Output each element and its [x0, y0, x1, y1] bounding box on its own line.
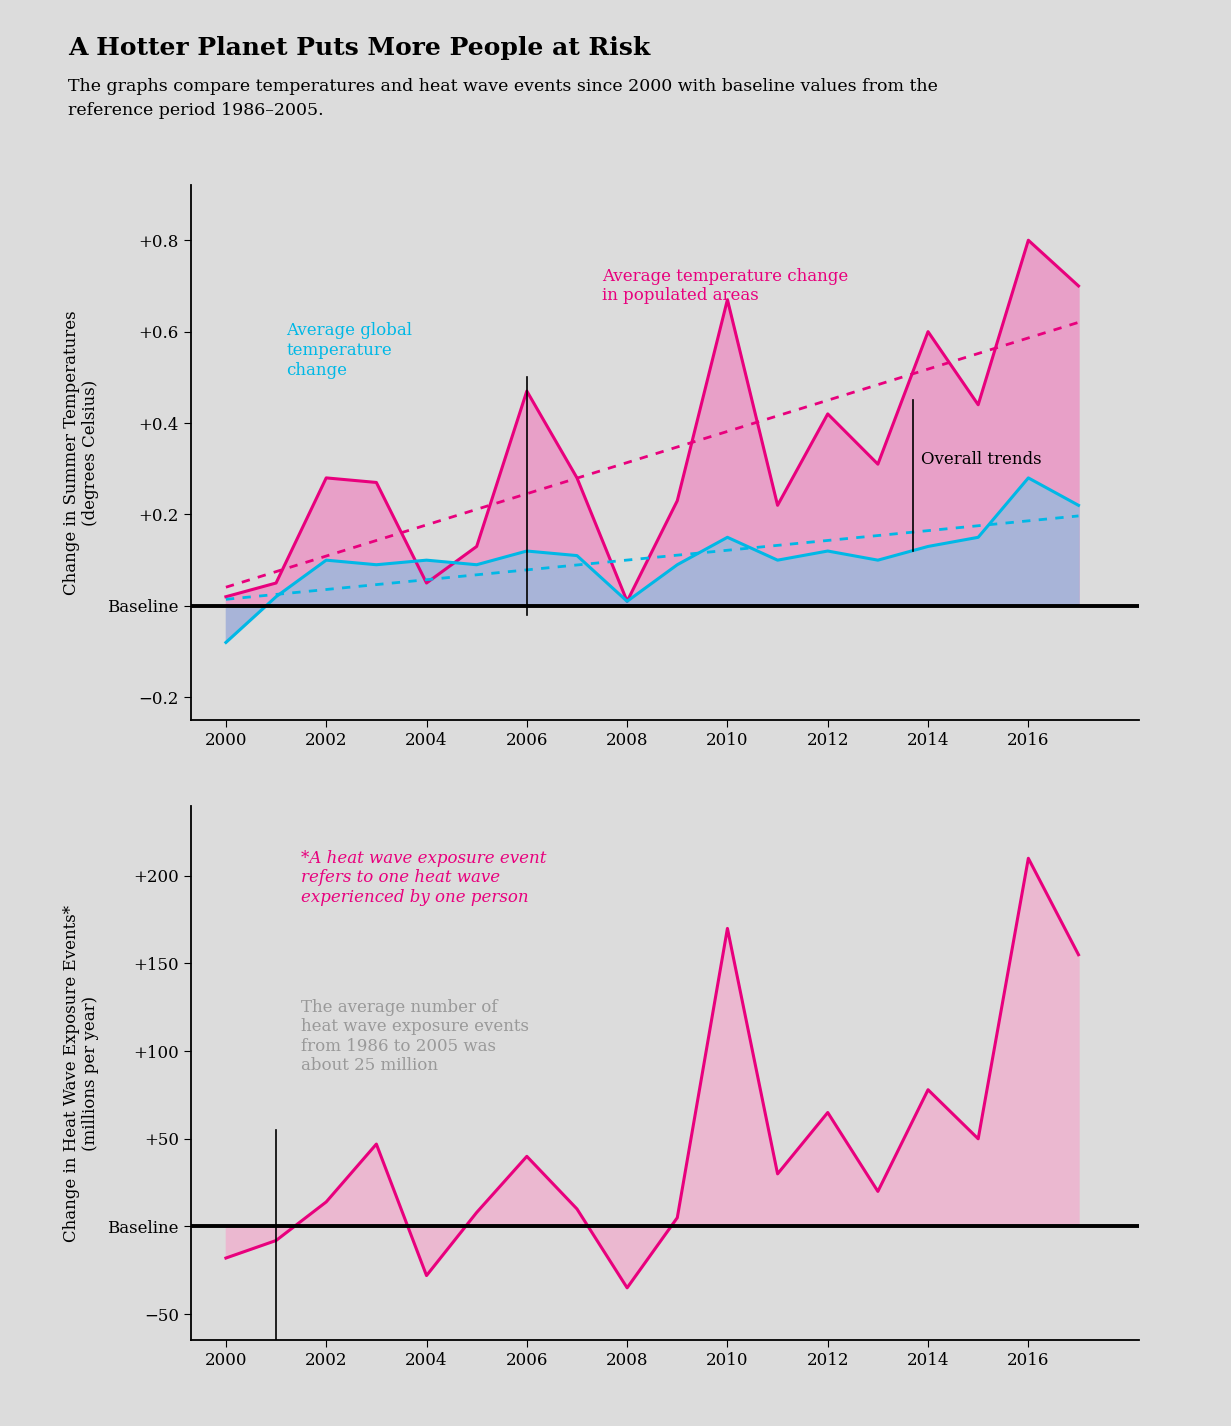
Text: Average global
temperature
change: Average global temperature change: [286, 322, 412, 379]
Y-axis label: Change in Heat Wave Exposure Events*
(millions per year): Change in Heat Wave Exposure Events* (mi…: [63, 904, 100, 1242]
Text: Overall trends: Overall trends: [921, 451, 1041, 468]
Text: Average temperature change
in populated areas: Average temperature change in populated …: [602, 268, 848, 304]
Text: *A heat wave exposure event
refers to one heat wave
experienced by one person: *A heat wave exposure event refers to on…: [302, 850, 547, 906]
Text: The graphs compare temperatures and heat wave events since 2000 with baseline va: The graphs compare temperatures and heat…: [68, 78, 938, 118]
Text: The average number of
heat wave exposure events
from 1986 to 2005 was
about 25 m: The average number of heat wave exposure…: [302, 998, 529, 1074]
Y-axis label: Change in Summer Temperatures
(degrees Celsius): Change in Summer Temperatures (degrees C…: [63, 311, 100, 595]
Text: A Hotter Planet Puts More People at Risk: A Hotter Planet Puts More People at Risk: [68, 36, 650, 60]
